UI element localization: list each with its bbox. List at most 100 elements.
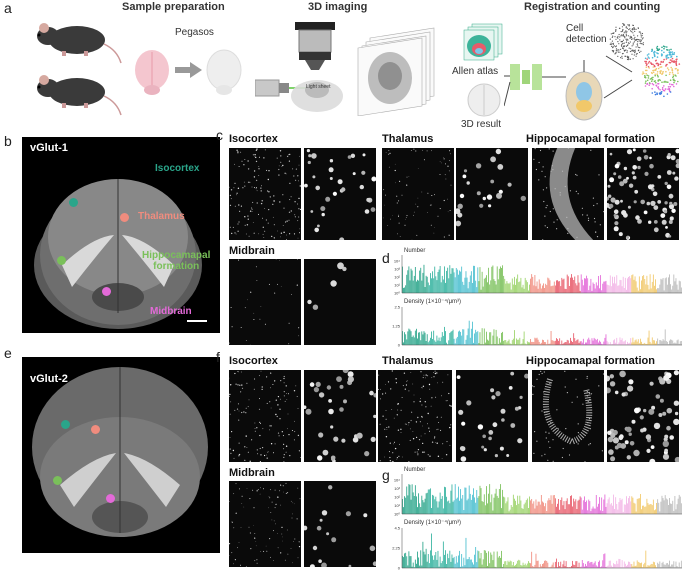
density-bar bbox=[492, 560, 494, 568]
number-bar bbox=[645, 284, 647, 293]
density-bar bbox=[497, 557, 499, 568]
density-bar bbox=[668, 344, 669, 345]
number-bar bbox=[493, 497, 495, 514]
density-bar bbox=[530, 563, 532, 568]
density-bar bbox=[617, 344, 619, 345]
density-bar bbox=[571, 340, 572, 345]
number-bar bbox=[607, 285, 609, 293]
density-bar bbox=[458, 331, 459, 345]
density-bar bbox=[472, 562, 473, 568]
density-bar bbox=[575, 561, 577, 568]
number-bar bbox=[661, 495, 663, 514]
density-bar bbox=[659, 561, 661, 568]
number-bar bbox=[540, 495, 542, 514]
number-bar bbox=[446, 270, 448, 293]
number-bar bbox=[417, 279, 418, 293]
number-bar bbox=[676, 504, 678, 514]
density-bar bbox=[494, 344, 496, 345]
density-bar bbox=[649, 564, 651, 568]
number-bar bbox=[473, 488, 474, 514]
c-hippocampal-title: Hippocamapal formation bbox=[526, 133, 655, 145]
number-bar bbox=[592, 282, 594, 293]
number-bar bbox=[487, 503, 488, 514]
density-bar bbox=[462, 566, 464, 568]
density-bar bbox=[628, 561, 630, 568]
number-bar bbox=[574, 276, 576, 293]
density-bar bbox=[530, 339, 532, 345]
number-bar bbox=[532, 276, 534, 293]
number-bar bbox=[534, 275, 536, 293]
number-bar bbox=[423, 264, 425, 293]
density-bar bbox=[590, 562, 592, 568]
density-bar bbox=[598, 342, 599, 345]
number-bar bbox=[613, 494, 614, 514]
density-bar bbox=[416, 328, 417, 345]
number-bar bbox=[536, 281, 538, 293]
number-bar bbox=[424, 287, 426, 293]
density-bar bbox=[633, 342, 635, 345]
number-bar bbox=[615, 283, 617, 293]
number-bar bbox=[423, 502, 425, 514]
c-isocortex-title: Isocortex bbox=[229, 133, 278, 145]
density-bar bbox=[483, 550, 485, 568]
density-bar bbox=[587, 561, 589, 568]
number-bar bbox=[537, 501, 539, 514]
number-bar bbox=[673, 510, 675, 514]
density-bar bbox=[673, 343, 675, 345]
density-bar bbox=[674, 342, 676, 345]
density-bar bbox=[615, 564, 617, 568]
density-bar bbox=[488, 340, 490, 345]
number-bar bbox=[634, 503, 636, 514]
density-bar bbox=[496, 551, 498, 568]
number-bar bbox=[677, 498, 679, 514]
number-bar bbox=[436, 280, 438, 293]
density-bar bbox=[635, 339, 637, 345]
density-bar bbox=[668, 564, 669, 568]
density-bar bbox=[469, 337, 471, 345]
number-bar bbox=[523, 288, 525, 293]
density-bar bbox=[498, 338, 500, 345]
density-bar bbox=[504, 340, 506, 345]
density-bar bbox=[532, 341, 534, 345]
number-bar bbox=[425, 493, 427, 514]
number-bar bbox=[539, 283, 541, 293]
number-bar bbox=[425, 275, 427, 293]
number-bar bbox=[593, 284, 595, 293]
density-bar bbox=[405, 552, 407, 568]
number-bar bbox=[448, 500, 450, 514]
density-bar bbox=[632, 566, 634, 568]
density-bar bbox=[645, 550, 647, 568]
density-bar bbox=[556, 558, 557, 568]
density-bar bbox=[507, 560, 509, 568]
density-bar bbox=[419, 332, 421, 345]
number-bar bbox=[454, 277, 456, 293]
density-bar bbox=[574, 338, 576, 345]
density-bar bbox=[627, 341, 628, 345]
number-bar bbox=[453, 500, 455, 514]
number-bar bbox=[483, 494, 485, 514]
density-bar bbox=[478, 343, 480, 345]
number-bar bbox=[573, 498, 575, 514]
density-bar bbox=[414, 559, 416, 568]
density-bar bbox=[477, 331, 479, 345]
density-bar bbox=[575, 341, 577, 345]
density-bar bbox=[495, 329, 497, 345]
density-bar bbox=[648, 330, 650, 345]
number-bar bbox=[505, 283, 507, 293]
density-bar bbox=[558, 340, 560, 345]
number-bar bbox=[627, 503, 628, 514]
number-bar bbox=[602, 283, 604, 293]
density-bar bbox=[568, 567, 570, 568]
density-bar bbox=[624, 563, 626, 568]
density-bar bbox=[436, 559, 438, 568]
number-bar bbox=[473, 265, 474, 293]
density-bar bbox=[666, 563, 668, 568]
density-bar bbox=[563, 342, 565, 345]
number-bar bbox=[595, 495, 597, 514]
number-bar bbox=[528, 290, 529, 293]
density-bar bbox=[654, 562, 655, 568]
density-bar bbox=[655, 343, 656, 345]
number-bar bbox=[492, 265, 494, 293]
number-bar bbox=[498, 489, 500, 514]
number-bar bbox=[493, 279, 495, 293]
